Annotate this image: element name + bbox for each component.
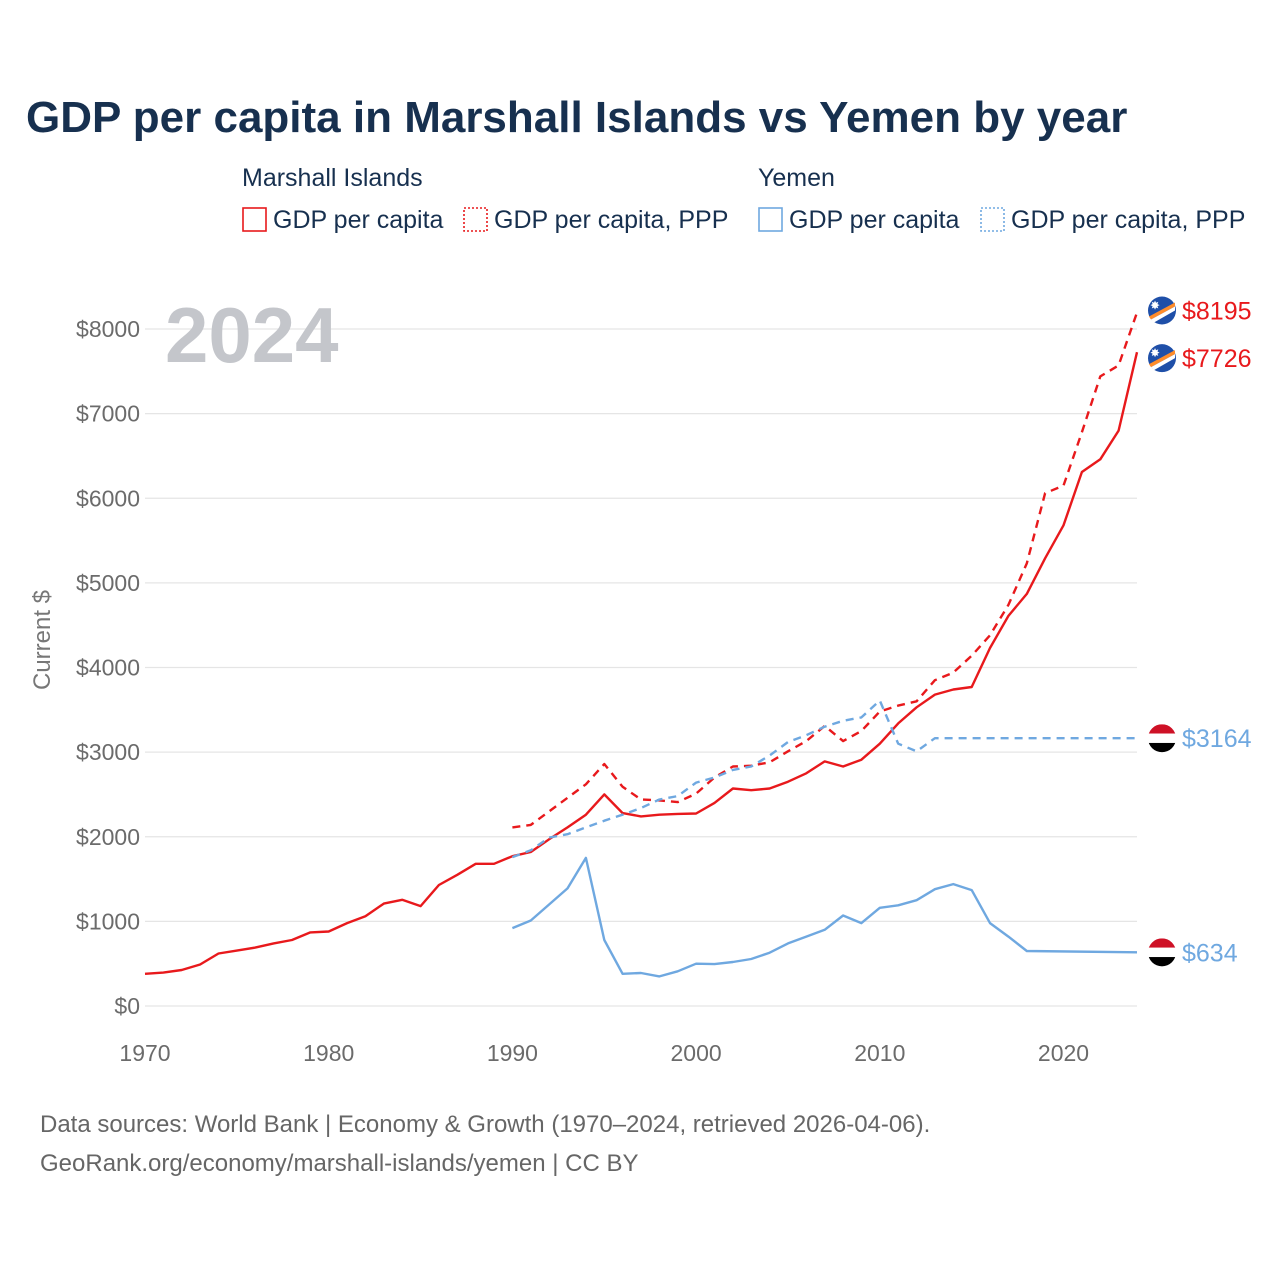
flag-stripe-white	[1148, 733, 1176, 743]
x-tick-label: 2010	[854, 1040, 905, 1066]
legend-label-yem-gdp: GDP per capita	[789, 206, 960, 234]
end-value-label-0: $7726	[1182, 345, 1252, 373]
legend-label-mhl-ppp: GDP per capita, PPP	[494, 206, 728, 234]
y-tick-label: $5000	[76, 570, 140, 596]
legend-label-mhl-gdp: GDP per capita	[273, 206, 444, 234]
grid	[145, 328, 1137, 1007]
y-tick-label: $7000	[76, 401, 140, 427]
end-value-label-1: $8195	[1182, 297, 1252, 325]
x-tick-label: 2000	[671, 1040, 722, 1066]
y-tick-label: $6000	[76, 485, 140, 511]
source-line-1: Data sources: World Bank | Economy & Gro…	[40, 1111, 930, 1138]
yemen-flag-icon	[1148, 724, 1176, 753]
x-tick-label: 2020	[1038, 1040, 1089, 1066]
legend-group-yemen: Yemen	[758, 164, 835, 192]
series-line-0	[144, 351, 1139, 975]
end-marker-3	[1148, 724, 1176, 753]
flag-stripe-white	[1151, 306, 1175, 323]
flag-stripe-black	[1148, 742, 1176, 753]
end-marker-0: ✸	[1148, 344, 1176, 373]
end-marker-1: ✸	[1148, 296, 1176, 325]
x-tick-label: 1980	[303, 1040, 354, 1066]
y-tick-label: $1000	[76, 908, 140, 934]
series-line-2	[511, 856, 1138, 978]
y-tick-label: $3000	[76, 739, 140, 765]
flag-star-icon: ✸	[1150, 346, 1160, 360]
flag-stripe-red	[1148, 938, 1176, 948]
source-line-2: GeoRank.org/economy/marshall-islands/yem…	[40, 1150, 638, 1177]
flag-stripe-black	[1148, 957, 1176, 967]
y-axis-label: Current $	[29, 590, 56, 690]
end-value-label-2: $634	[1182, 939, 1238, 967]
legend-swatch-yem-solid	[758, 207, 783, 232]
y-tick-label: $2000	[76, 824, 140, 850]
year-watermark: 2024	[165, 291, 339, 379]
y-tick-label: $4000	[76, 655, 140, 681]
flag-star-icon: ✸	[1150, 298, 1160, 312]
x-tick-label: 1990	[487, 1040, 538, 1066]
series-line-3	[511, 699, 1137, 859]
flag-stripe-red	[1148, 724, 1176, 734]
yemen-flag-icon	[1148, 938, 1176, 967]
legend-swatch-mhl-dashed	[463, 207, 488, 232]
flag-stripe-orange	[1149, 350, 1175, 368]
series-layer	[144, 312, 1139, 978]
legend-group-marshall-islands: Marshall Islands	[242, 164, 423, 192]
y-tick-label: $8000	[76, 316, 140, 342]
end-labels: ✸ $7726 ✸ $8195 $634 $3164	[1148, 296, 1252, 967]
chart-title: GDP per capita in Marshall Islands vs Ye…	[26, 93, 1127, 142]
flag-stripe-white	[1151, 354, 1175, 371]
end-marker-2	[1148, 938, 1176, 967]
legend: Marshall Islands GDP per capita GDP per …	[242, 164, 1245, 234]
axes: $0 $1000 $2000 $3000 $4000 $5000 $6000 $7000 $80…	[76, 316, 1089, 1066]
flag-stripe-white	[1148, 947, 1176, 958]
x-tick-label: 1970	[119, 1040, 170, 1066]
end-value-label-3: $3164	[1182, 725, 1252, 753]
legend-swatch-yem-dashed	[980, 207, 1005, 232]
legend-label-yem-ppp: GDP per capita, PPP	[1011, 206, 1245, 234]
series-line-1	[512, 312, 1139, 829]
y-tick-label: $0	[114, 993, 140, 1019]
flag-stripe-orange	[1149, 302, 1175, 320]
legend-swatch-mhl-solid	[242, 207, 267, 232]
